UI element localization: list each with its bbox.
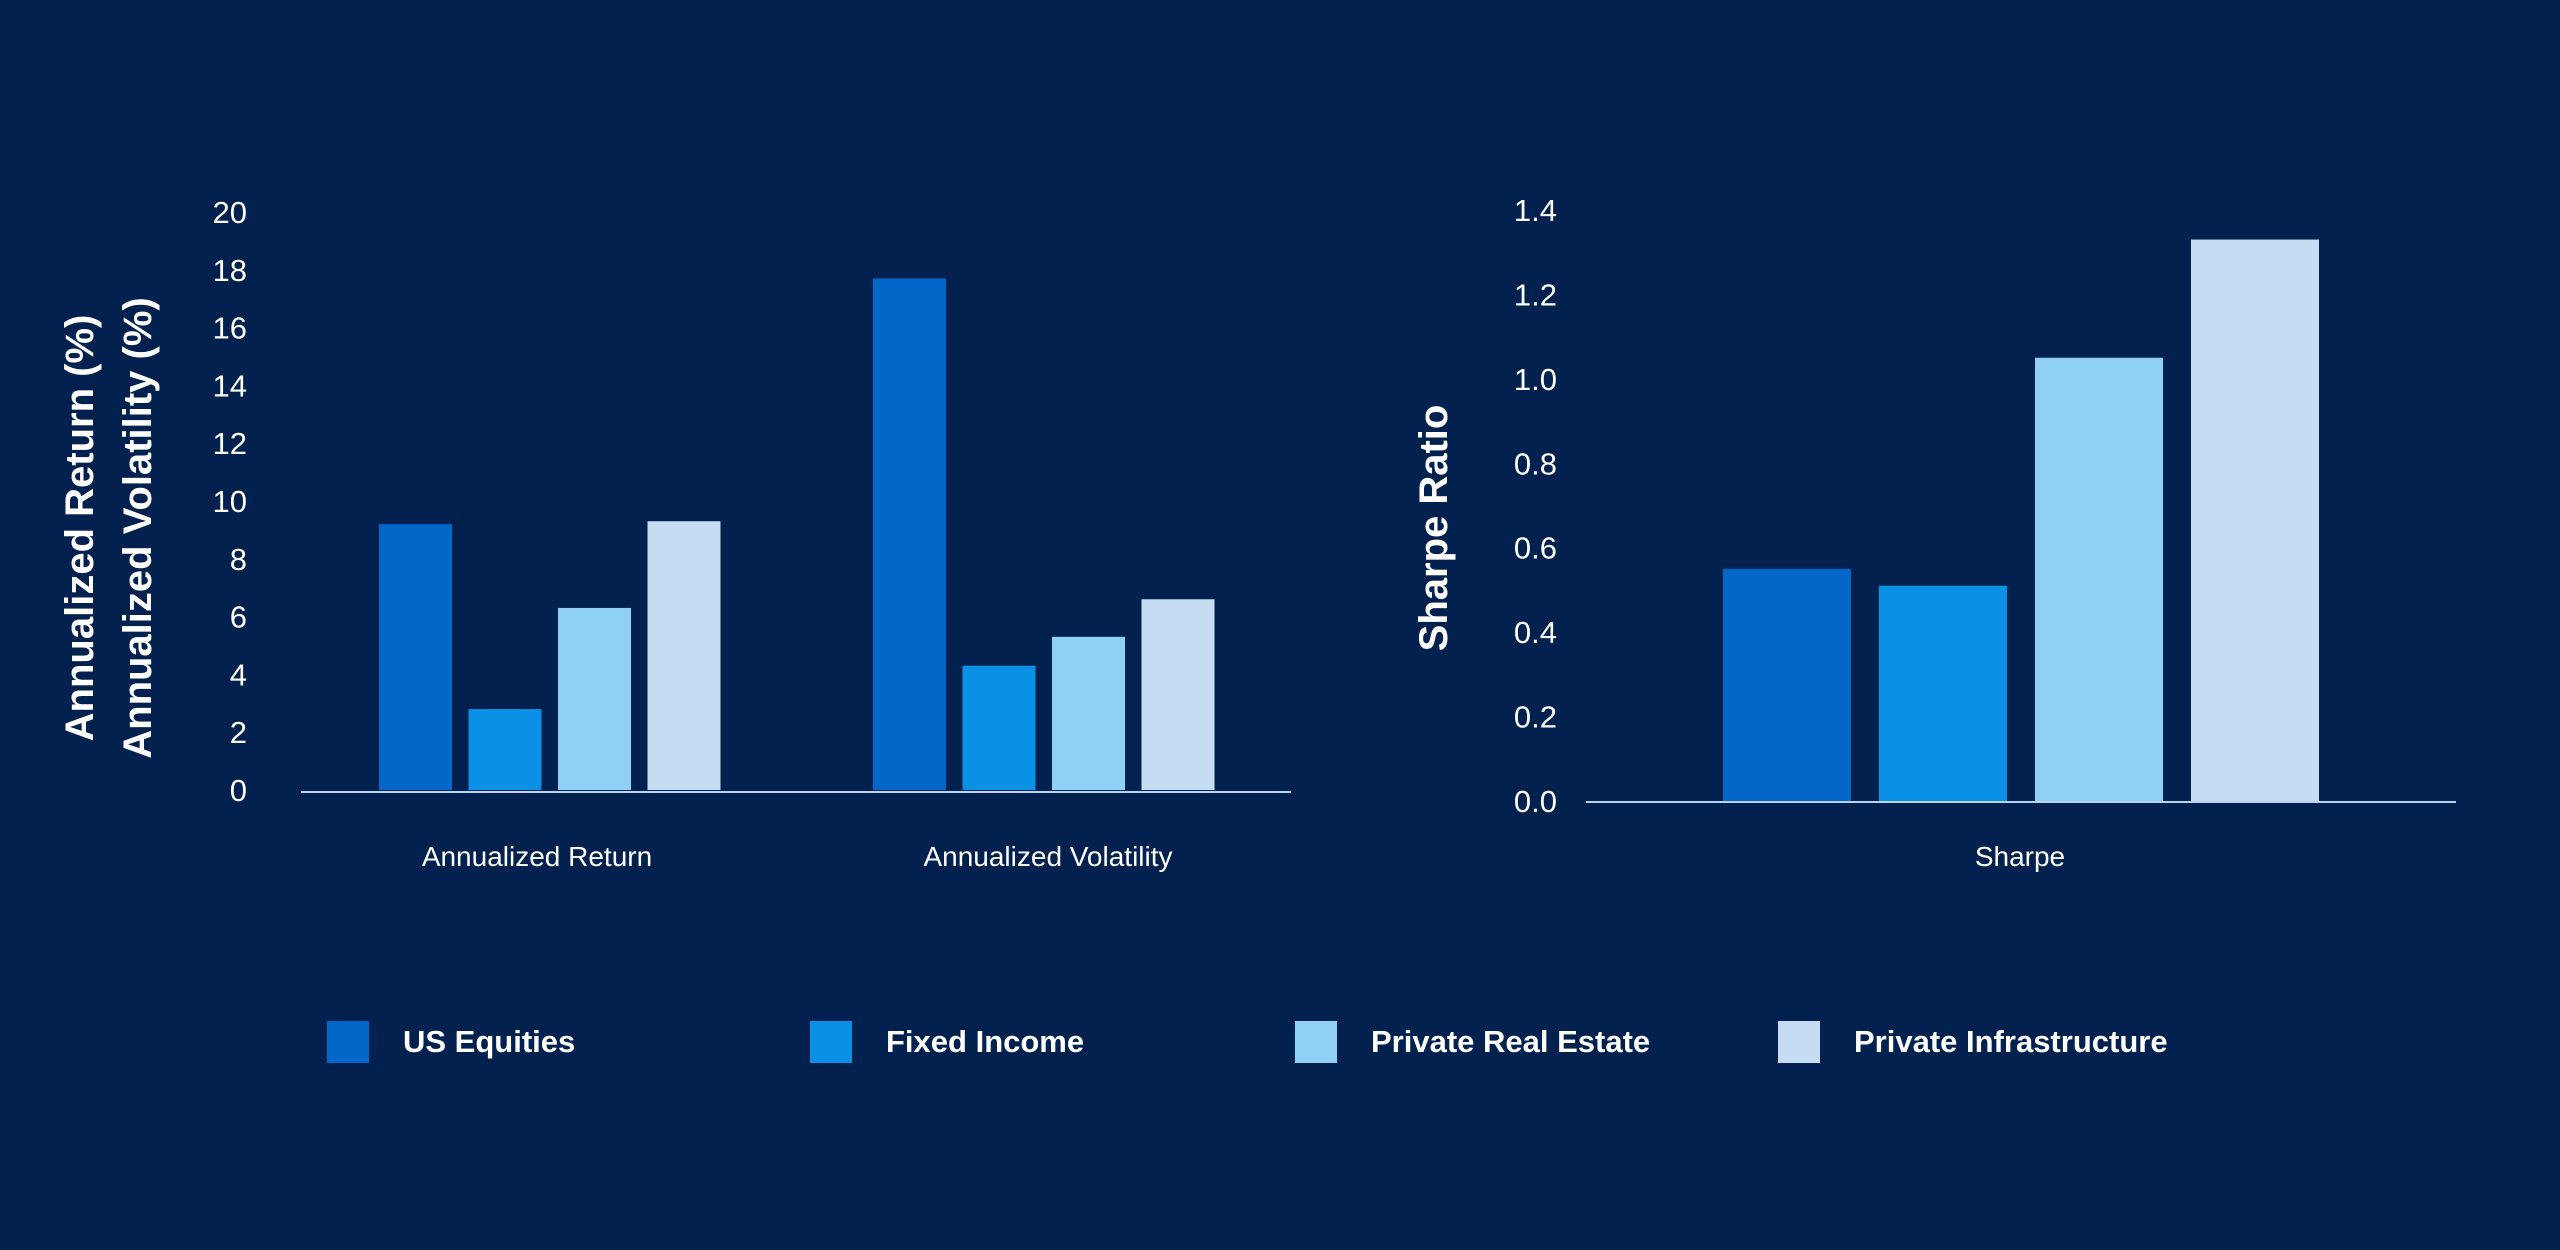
legend-label: US Equities xyxy=(403,1024,576,1059)
y-tick-label: 12 xyxy=(213,426,247,461)
legend-label: Private Infrastructure xyxy=(1854,1024,2168,1059)
bar-private-real-estate xyxy=(1052,636,1125,790)
x-category-label: Annualized Return xyxy=(422,841,652,872)
y-tick-label: 14 xyxy=(213,368,247,403)
legend-item-fixed-income: Fixed Income xyxy=(810,1018,1084,1066)
x-category-label: Annualized Volatility xyxy=(923,841,1172,872)
bar-us-equities xyxy=(379,524,452,790)
y-tick-label: 2 xyxy=(230,715,247,750)
bar-private-infrastructure xyxy=(2191,239,2319,802)
bar-us-equities xyxy=(1723,568,1851,801)
y-axis-ticks: 0 2 4 6 8 10 12 14 16 18 20 xyxy=(213,195,247,808)
y-axis-label-sharpe: Sharpe Ratio xyxy=(1412,405,1456,652)
legend-item-private-real-estate: Private Real Estate xyxy=(1295,1018,1650,1066)
legend: US Equities Fixed Income Private Real Es… xyxy=(0,1018,2560,1066)
y-tick-label: 1.4 xyxy=(1514,193,1557,228)
y-tick-label: 4 xyxy=(230,657,247,692)
legend-swatch xyxy=(810,1021,852,1063)
legend-swatch xyxy=(1295,1021,1337,1063)
bar-us-equities xyxy=(873,278,946,790)
bar-fixed-income xyxy=(962,665,1036,790)
legend-swatch xyxy=(1778,1021,1820,1063)
y-tick-label: 0.6 xyxy=(1514,531,1557,566)
bar-private-real-estate xyxy=(2035,357,2163,801)
bar-private-infrastructure xyxy=(647,521,721,790)
y-axis-label-return: Annualized Return (%) xyxy=(58,315,102,742)
legend-item-us-equities: US Equities xyxy=(327,1018,575,1066)
bars xyxy=(379,278,1215,790)
y-tick-label: 0.4 xyxy=(1514,615,1557,650)
legend-label: Fixed Income xyxy=(886,1024,1085,1059)
y-tick-label: 18 xyxy=(213,253,247,288)
y-tick-label: 1.2 xyxy=(1514,277,1557,312)
y-tick-label: 8 xyxy=(230,542,247,577)
y-axis-ticks: 0.0 0.2 0.4 0.6 0.8 1.0 1.2 1.4 xyxy=(1514,193,1557,819)
bar-private-real-estate xyxy=(558,607,631,790)
return-volatility-chart: Annualized Return (%) Annualized Volatil… xyxy=(58,195,1291,872)
y-tick-label: 0.2 xyxy=(1514,700,1557,735)
y-tick-label: 0.8 xyxy=(1514,446,1557,481)
sharpe-ratio-chart: Sharpe Ratio 0.0 0.2 0.4 0.6 0.8 1.0 1.2 1.4 Sh… xyxy=(1412,193,2456,872)
legend-label: Private Real Estate xyxy=(1371,1024,1651,1059)
bar-fixed-income xyxy=(1879,585,2007,801)
bars xyxy=(1723,239,2319,802)
legend-swatch xyxy=(327,1021,369,1063)
y-axis-label-volatility: Annualized Volatility (%) xyxy=(116,297,160,759)
y-tick-label: 0 xyxy=(230,773,247,808)
y-tick-label: 6 xyxy=(230,600,247,635)
bar-private-infrastructure xyxy=(1141,599,1215,790)
y-tick-label: 0.0 xyxy=(1514,784,1557,819)
x-category-label: Sharpe xyxy=(1975,841,2065,872)
y-tick-label: 10 xyxy=(213,484,247,519)
x-axis-categories: Sharpe xyxy=(1975,841,2065,872)
y-tick-label: 1.0 xyxy=(1514,362,1557,397)
y-tick-label: 20 xyxy=(213,195,247,230)
legend-item-private-infrastructure: Private Infrastructure xyxy=(1778,1018,2168,1066)
y-tick-label: 16 xyxy=(213,311,247,346)
bar-fixed-income xyxy=(468,709,542,790)
x-axis-categories: Annualized Return Annualized Volatility xyxy=(422,841,1173,872)
